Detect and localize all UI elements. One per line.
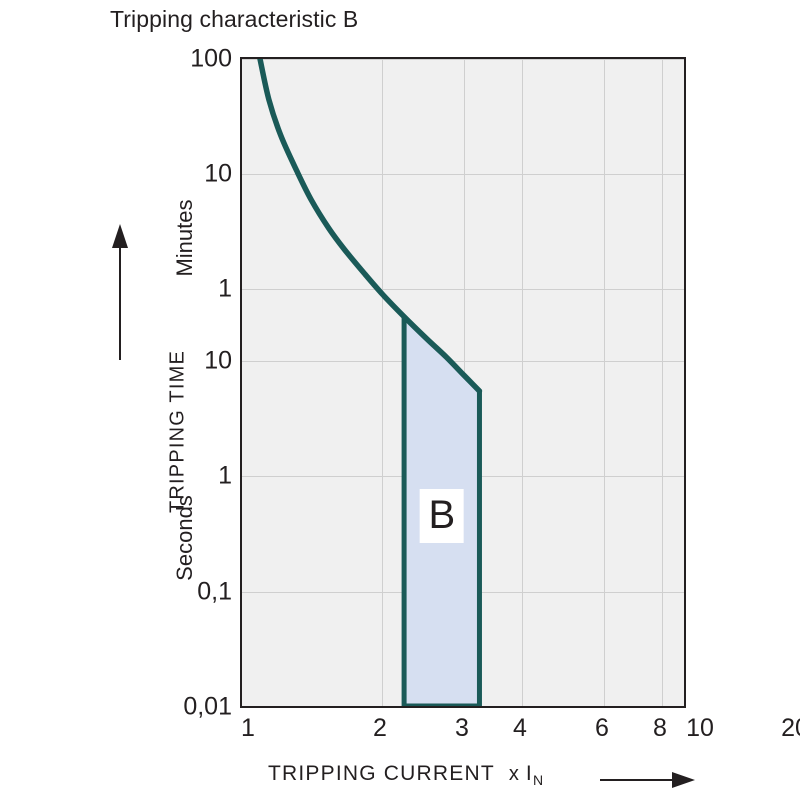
y-axis-title: TRIPPING TIME [166, 349, 189, 514]
x-tick-labels: 1 2 3 4 6 8 10 20 [0, 714, 800, 754]
gridline-y-001sec [242, 707, 684, 708]
y-tick-1min: 1 [218, 274, 232, 303]
x-tick-2: 2 [373, 714, 387, 742]
gridline-y-10sec [242, 361, 684, 362]
x-tick-8: 8 [653, 714, 667, 742]
band-label-b: B [419, 488, 465, 543]
page-title: Tripping characteristic B [110, 6, 359, 32]
gridline-x-4 [522, 59, 523, 706]
x-tick-6: 6 [595, 714, 609, 742]
y-tick-labels: 100 10 1 10 1 0,1 0,01 [120, 0, 232, 800]
x-axis-unit-symbol: IN [525, 762, 545, 789]
gridline-y-1min [242, 289, 684, 290]
plot-area: B [240, 57, 686, 708]
x-tick-20: 20 [781, 714, 800, 742]
y-unit-minutes: Minutes [172, 199, 197, 277]
x-tick-1: 1 [241, 714, 255, 742]
x-tick-4: 4 [513, 714, 527, 742]
gridline-x-8 [662, 59, 663, 706]
y-tick-100min: 100 [190, 44, 232, 73]
gridline-y-10min [242, 174, 684, 175]
y-axis-arrow-icon [112, 224, 128, 360]
tripping-curve [257, 59, 483, 394]
y-tick-001sec: 0,01 [183, 692, 232, 721]
y-tick-10sec: 10 [204, 346, 232, 375]
x-axis-unit-multiplier: x [508, 763, 519, 785]
x-tick-10: 10 [686, 714, 714, 742]
x-axis-title-text: TRIPPING CURRENT [268, 762, 495, 785]
x-tick-3: 3 [455, 714, 469, 742]
y-tick-10min: 10 [204, 159, 232, 188]
x-axis-arrow-icon [600, 772, 695, 788]
gridline-y-100min [242, 59, 684, 60]
tripping-curve-final [242, 59, 684, 706]
x-axis-unit-i: I [525, 762, 533, 785]
gridline-x-2 [382, 59, 383, 706]
x-axis-unit-n: N [532, 772, 545, 789]
y-tick-1sec: 1 [218, 461, 232, 490]
y-tick-01sec: 0,1 [197, 577, 232, 606]
x-axis-title: TRIPPING CURRENT x IN [268, 762, 544, 788]
gridline-x-6 [604, 59, 605, 706]
